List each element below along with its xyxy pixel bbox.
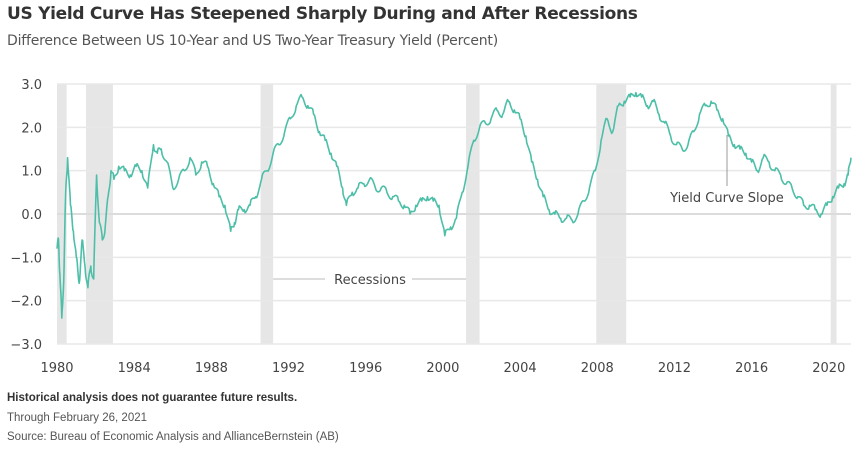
- x-tick-label: 1992: [272, 361, 305, 376]
- series-line-yield-curve-slope: [56, 91, 852, 319]
- source-note: Source: Bureau of Economic Analysis and …: [7, 431, 339, 443]
- x-tick-label: 2012: [658, 361, 691, 376]
- annotations: Recessions Yield Curve Slope: [273, 135, 784, 288]
- recessions-label: Recessions: [334, 273, 406, 288]
- x-tick-label: 2008: [581, 361, 614, 376]
- x-axis-ticks: 1980 1984 1988 1992 1996 2000 2004 2008 2012 2016…: [40, 361, 845, 376]
- y-tick-label: −3.0: [10, 338, 42, 353]
- x-tick-label: 2004: [504, 361, 537, 376]
- x-tick-label: 1984: [118, 361, 151, 376]
- x-tick-label: 2000: [426, 361, 459, 376]
- gridlines: [57, 83, 851, 345]
- series-label: Yield Curve Slope: [669, 191, 784, 206]
- x-tick-label: 1988: [195, 361, 228, 376]
- y-tick-label: −1.0: [10, 251, 42, 266]
- x-tick-label: 1996: [349, 361, 382, 376]
- y-tick-label: 1.0: [21, 165, 42, 180]
- y-axis-ticks: 3.0 2.0 1.0 0.0 −1.0 −2.0 −3.0: [10, 78, 42, 353]
- date-note: Through February 26, 2021: [7, 412, 148, 424]
- disclaimer-note: Historical analysis does not guarantee f…: [7, 392, 298, 404]
- y-tick-label: −2.0: [10, 295, 42, 310]
- series-line: [56, 91, 852, 319]
- y-tick-label: 2.0: [21, 121, 42, 136]
- x-tick-label: 2016: [735, 361, 768, 376]
- y-tick-label: 3.0: [21, 78, 42, 93]
- y-tick-label: 0.0: [21, 208, 42, 223]
- x-tick-label: 1980: [40, 361, 73, 376]
- x-tick-label: 2020: [812, 361, 845, 376]
- chart-title: US Yield Curve Has Steepened Sharply Dur…: [7, 4, 638, 24]
- chart-subtitle: Difference Between US 10-Year and US Two…: [7, 33, 498, 49]
